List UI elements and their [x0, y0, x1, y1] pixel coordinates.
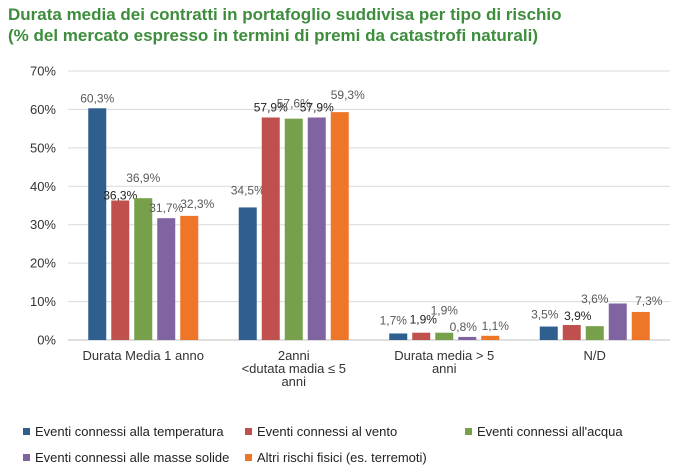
chart-title-line-1: Durata media dei contratti in portafogli…	[8, 5, 562, 24]
y-tick-label: 50%	[30, 140, 56, 155]
legend-label-temperatura: Eventi connessi alla temperatura	[35, 424, 224, 439]
bar	[88, 108, 107, 340]
bar	[631, 311, 650, 340]
x-tick-label: N/D	[584, 348, 606, 363]
bar	[307, 117, 326, 341]
bar	[180, 215, 199, 340]
data-label: 1,9%	[431, 304, 459, 318]
bar	[481, 335, 500, 340]
chart-title-line-2: (% del mercato espresso in termini di pr…	[8, 26, 538, 45]
legend-swatch-altri-rischi	[245, 454, 252, 461]
y-tick-label: 0%	[37, 333, 56, 348]
data-label: 1,1%	[482, 319, 510, 333]
bar	[157, 218, 176, 340]
bar	[134, 198, 153, 340]
legend-label-masse-solide: Eventi connessi alle masse solide	[35, 450, 230, 465]
legend-label-altri-rischi: Altri rischi fisici (es. terremoti)	[257, 450, 427, 465]
data-label: 57,9%	[300, 100, 334, 114]
data-label: 57,9%	[254, 100, 288, 114]
bar	[238, 207, 257, 340]
x-tick-label: Durata media > 5	[394, 348, 494, 363]
y-tick-label: 70%	[30, 64, 56, 79]
bar	[435, 332, 454, 340]
data-label: 1,9%	[410, 313, 438, 327]
legend-item-temperatura: Eventi connessi alla temperatura	[23, 424, 224, 439]
y-tick-label: 40%	[30, 179, 56, 194]
x-tick-label: anni	[432, 361, 457, 376]
legend-item-vento: Eventi connessi al vento	[245, 424, 397, 439]
data-label: 60,3%	[80, 91, 114, 105]
legend-item-acqua: Eventi connessi all'acqua	[465, 424, 623, 439]
bar	[261, 117, 280, 341]
legend-label-vento: Eventi connessi al vento	[257, 424, 398, 439]
data-label: 3,6%	[581, 292, 609, 306]
bar	[539, 326, 558, 340]
bar	[608, 303, 627, 340]
chart-title: Durata media dei contratti in portafogli…	[8, 4, 683, 46]
data-label: 3,9%	[564, 309, 592, 323]
legend-item-altri-rischi: Altri rischi fisici (es. terremoti)	[245, 450, 427, 465]
legend-swatch-vento	[245, 428, 252, 435]
data-label: 34,5%	[231, 183, 265, 197]
data-label: 3,5%	[531, 308, 559, 322]
data-label: 57,6%	[277, 97, 311, 111]
data-label: 0,8%	[450, 320, 478, 334]
legend-swatch-temperatura	[23, 428, 30, 435]
y-tick-label: 10%	[30, 294, 56, 309]
data-label: 36,3%	[103, 189, 137, 203]
bar	[111, 200, 130, 340]
data-label: 31,7%	[149, 201, 183, 215]
legend-item-masse-solide: Eventi connessi alle masse solide	[23, 450, 229, 465]
legend-swatch-masse-solide	[23, 454, 30, 461]
bar	[458, 336, 477, 340]
x-tick-label: Durata Media 1 anno	[83, 348, 204, 363]
y-tick-label: 60%	[30, 102, 56, 117]
y-tick-label: 20%	[30, 256, 56, 271]
bar	[412, 332, 431, 340]
bar	[330, 112, 349, 341]
legend-swatch-acqua	[465, 428, 472, 435]
data-label: 36,9%	[126, 171, 160, 185]
x-tick-label: <dutata madia ≤ 5	[242, 361, 346, 376]
data-label: 7,3%	[635, 294, 663, 308]
bar	[585, 326, 604, 340]
x-tick-label: 2anni	[278, 348, 310, 363]
bar	[389, 333, 408, 340]
data-label: 32,3%	[180, 197, 214, 211]
bar	[562, 325, 581, 340]
y-tick-label: 30%	[30, 217, 56, 232]
x-tick-label: anni	[281, 374, 306, 389]
bar	[284, 118, 303, 340]
data-label: 59,3%	[331, 88, 365, 102]
data-label: 1,7%	[380, 313, 408, 327]
legend-label-acqua: Eventi connessi all'acqua	[477, 424, 623, 439]
